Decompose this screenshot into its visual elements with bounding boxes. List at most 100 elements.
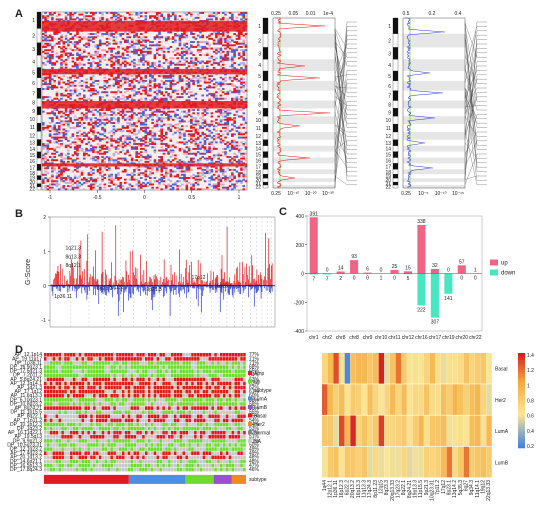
heatmap-cell	[165, 147, 168, 150]
heatmap-cell	[137, 152, 141, 155]
heatmap-cell	[235, 146, 239, 149]
heatmap-cell	[110, 157, 113, 160]
heatmap-cell	[64, 122, 68, 124]
chromosome-label: 16	[255, 158, 261, 164]
heatmap-cell	[158, 178, 161, 181]
heatmap-cell	[55, 181, 59, 184]
heatmap-cell	[146, 126, 150, 129]
heatmap-cell	[60, 65, 63, 68]
heatmap-cell	[67, 39, 70, 42]
heatmap-cell	[108, 42, 111, 45]
heatmap-cell	[89, 78, 93, 81]
heatmap-cell	[160, 180, 164, 183]
oncoprint-cell	[228, 353, 232, 357]
heatmap-cell	[87, 39, 91, 42]
heatmap-cell	[89, 157, 93, 160]
heatmap-cell	[46, 126, 50, 129]
heatmap-cell	[144, 16, 148, 19]
chromosome-block	[403, 182, 465, 186]
heatmap-cell	[44, 78, 47, 81]
heatmap-cell	[133, 42, 136, 45]
heatmap-cell	[103, 131, 107, 134]
heatmap-cell	[67, 152, 70, 155]
heatmap-cell	[101, 49, 104, 52]
heatmap-cell	[57, 122, 61, 124]
heatmap-cell	[94, 54, 97, 56]
heatmap-cell	[133, 92, 136, 95]
heatmap-cell	[108, 181, 111, 184]
heatmap-cell	[226, 186, 230, 189]
heatmap-cell	[144, 123, 148, 126]
heatmap-cell	[160, 79, 164, 82]
heatmap-cell	[78, 120, 82, 123]
heatmap-cell	[67, 86, 70, 89]
heatmap-cell	[64, 54, 68, 56]
heatmap-cell	[153, 110, 157, 113]
heatmap-cell	[165, 37, 168, 40]
heatmap-cell	[201, 112, 205, 115]
heatmap-cell	[155, 109, 159, 112]
heatmap-cell	[158, 63, 161, 66]
heatmap-cell	[242, 133, 246, 136]
heatmap-cell	[60, 50, 63, 53]
heatmap-cell	[48, 62, 52, 65]
heatmap-cell	[53, 86, 56, 89]
heatmap-cell	[55, 55, 59, 58]
heatmap-cell	[137, 138, 141, 141]
heatmap-cell	[212, 178, 216, 181]
heatmap-cell	[171, 50, 175, 53]
heatmap-cell	[228, 83, 232, 86]
heatmap-cell	[110, 180, 113, 183]
heatmap-cell	[98, 55, 102, 58]
heatmap-cell	[217, 39, 220, 42]
heatmap-cell	[196, 144, 200, 147]
heatmap-cell	[53, 125, 56, 128]
heatmap-cell	[160, 177, 164, 179]
heatmap-cell	[219, 159, 223, 162]
heatmap-cell	[215, 31, 218, 34]
heatmap-cell	[64, 110, 68, 113]
chromosome-label: 17	[255, 164, 261, 170]
oncoprint-cell	[95, 353, 99, 357]
heatmap-cell	[71, 83, 75, 86]
heatmap-cell	[46, 159, 50, 162]
heatmap-cell	[158, 134, 161, 137]
heatmap-cell	[130, 44, 134, 47]
chromosome-block	[273, 33, 335, 48]
heatmap-cell	[64, 88, 68, 90]
heatmap-cell	[48, 156, 52, 158]
heatmap-cell	[210, 177, 214, 179]
heatmap-cell	[67, 81, 70, 84]
heatmap-cell	[112, 76, 116, 79]
heatmap-cell	[194, 58, 198, 61]
heatmap-cell	[83, 113, 86, 116]
heatmap-cell	[203, 172, 207, 175]
heatmap-cell	[203, 76, 207, 79]
heatmap-cell	[94, 79, 97, 82]
heatmap-cell	[89, 83, 93, 86]
heatmap-cell	[67, 83, 70, 86]
heatmap-cell	[203, 47, 207, 50]
heatmap-cell	[219, 81, 223, 84]
heatmap-cell	[167, 183, 170, 186]
heatmap-cell	[194, 141, 198, 144]
heatmap-cell	[228, 76, 232, 79]
chromosome-label: 22	[255, 185, 261, 191]
heatmap-cell	[80, 37, 84, 40]
heatmap-cell	[169, 84, 173, 87]
heatmap-cell	[215, 49, 218, 52]
chromosome-block	[403, 145, 465, 152]
heatmap-cell	[162, 47, 166, 50]
oncoprint-cell	[173, 353, 177, 357]
heatmap-cell	[92, 168, 95, 171]
heatmap-cell	[212, 134, 216, 137]
heatmap-cell	[55, 130, 59, 133]
heatmap-cell	[208, 37, 211, 40]
heatmap-cell	[208, 180, 211, 183]
heatmap-cell	[64, 18, 68, 21]
chromosome-band	[36, 131, 42, 140]
heatmap-cell	[130, 109, 134, 112]
heatmap-cell	[126, 33, 129, 35]
heatmap-cell	[153, 159, 157, 162]
heatmap-cell	[212, 156, 216, 158]
